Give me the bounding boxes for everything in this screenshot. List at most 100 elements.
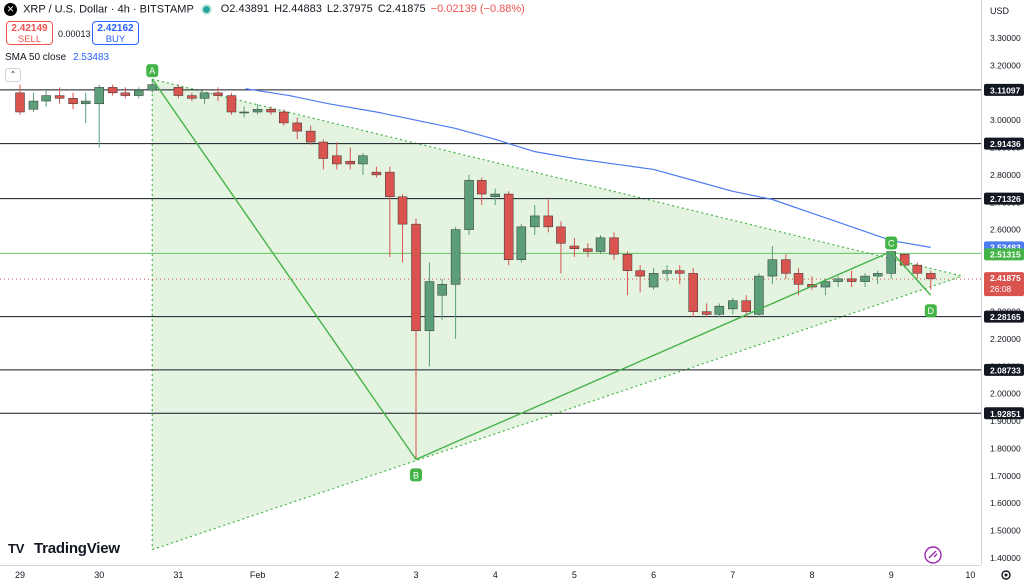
candle	[793, 267, 804, 296]
candle	[622, 251, 633, 296]
level-badge	[984, 310, 1024, 323]
price-tick-label: 1.70000	[990, 471, 1021, 481]
candle-body	[278, 111, 289, 124]
candle	[107, 84, 118, 96]
ohlc-close: C2.41875	[377, 3, 426, 16]
bar-countdown: 26:08	[990, 284, 1012, 294]
candle-body	[899, 253, 910, 266]
candle-body	[345, 160, 356, 165]
candle	[648, 267, 659, 290]
candle	[635, 265, 645, 293]
gear-ring	[1001, 570, 1011, 580]
settings-gear-icon[interactable]	[1001, 570, 1011, 580]
candle	[674, 265, 685, 285]
candle-body	[147, 84, 158, 91]
candle	[846, 270, 857, 288]
price-tick-label: 3.20000	[990, 61, 1021, 71]
time-tick-label: 2	[334, 570, 339, 580]
candle	[28, 92, 39, 112]
candle-body	[28, 100, 39, 110]
time-tick-label: 8	[809, 570, 814, 580]
candle	[292, 117, 302, 140]
candle-body	[292, 122, 302, 132]
candle-body	[609, 237, 619, 255]
candle-body	[54, 95, 65, 99]
candle	[820, 278, 831, 296]
candle	[385, 166, 395, 257]
candle-body	[199, 92, 210, 99]
currency-selector[interactable]: USD	[990, 6, 1010, 16]
candle	[332, 142, 342, 170]
candle	[120, 87, 131, 99]
sell-label: SELL	[17, 34, 42, 45]
sell-button[interactable]: 2.42149 SELL	[6, 21, 53, 45]
candle	[134, 87, 144, 99]
time-tick-label: 5	[572, 570, 577, 580]
candle-body	[397, 196, 408, 225]
level-badge-label: 2.91436	[990, 139, 1021, 149]
market-status-icon	[202, 6, 210, 13]
ohlc-change: −0.02139 (−0.88%)	[430, 3, 525, 16]
candle	[464, 174, 474, 236]
price-badge	[984, 248, 1024, 261]
buy-price: 2.42162	[97, 23, 134, 34]
candle	[767, 246, 778, 285]
sma-legend[interactable]: SMA 50 close 2.53483	[5, 52, 109, 63]
pattern-point-b: B	[410, 468, 422, 482]
candle-body	[15, 92, 25, 113]
pattern-point-label: A	[149, 66, 155, 76]
candle	[569, 237, 580, 257]
pattern-point-badge	[885, 236, 898, 250]
triangle-upper-line	[152, 78, 963, 277]
candle	[595, 235, 606, 255]
candle	[476, 177, 487, 205]
candle	[411, 218, 421, 460]
collapse-legend-button[interactable]: ⌃	[5, 68, 21, 82]
candle	[199, 92, 210, 104]
candle-body	[358, 155, 368, 165]
level-badge-label: 2.71326	[990, 194, 1021, 204]
candle-body	[187, 95, 197, 99]
candle-body	[371, 171, 382, 176]
sma-line	[245, 88, 931, 248]
candle-body	[450, 229, 461, 285]
candle-body	[305, 130, 316, 143]
candle	[278, 109, 289, 126]
candle	[530, 204, 540, 236]
candle	[424, 262, 435, 367]
price-tick-label: 1.60000	[990, 498, 1021, 508]
replay-icon[interactable]	[924, 546, 942, 564]
candle	[714, 303, 725, 318]
price-badge-label: 2.41875	[990, 273, 1021, 283]
candle-body	[926, 273, 936, 280]
candle-body	[714, 305, 725, 315]
candle	[912, 262, 923, 279]
pattern-point-d: D	[924, 304, 937, 318]
candle-body	[134, 89, 144, 96]
candle-body	[793, 273, 804, 285]
candle-body	[688, 273, 698, 312]
time-tick-label: 7	[730, 570, 735, 580]
candle-body	[622, 253, 633, 271]
time-tick-label: 31	[173, 570, 183, 580]
candle-body	[583, 248, 593, 252]
pattern-point-badge	[924, 304, 937, 318]
candle-body	[846, 278, 857, 282]
candle	[305, 125, 316, 145]
candle	[54, 87, 65, 104]
buy-button[interactable]: 2.42162 BUY	[92, 21, 139, 45]
candle-body	[530, 215, 540, 228]
symbol-title[interactable]: XRP / U.S. Dollar · 4h · BITSTAMP	[23, 3, 194, 16]
candle-body	[701, 311, 712, 315]
triangle-pattern	[151, 78, 963, 551]
price-tick-label: 1.80000	[990, 443, 1021, 453]
price-badge-label: 2.53483	[990, 242, 1021, 252]
candle	[252, 103, 263, 115]
candle-body	[754, 275, 764, 315]
candle	[781, 254, 791, 279]
level-badge	[984, 363, 1024, 376]
candle	[860, 273, 870, 288]
candle	[213, 87, 223, 102]
tradingview-logo[interactable]: TV TradingView	[8, 540, 120, 557]
